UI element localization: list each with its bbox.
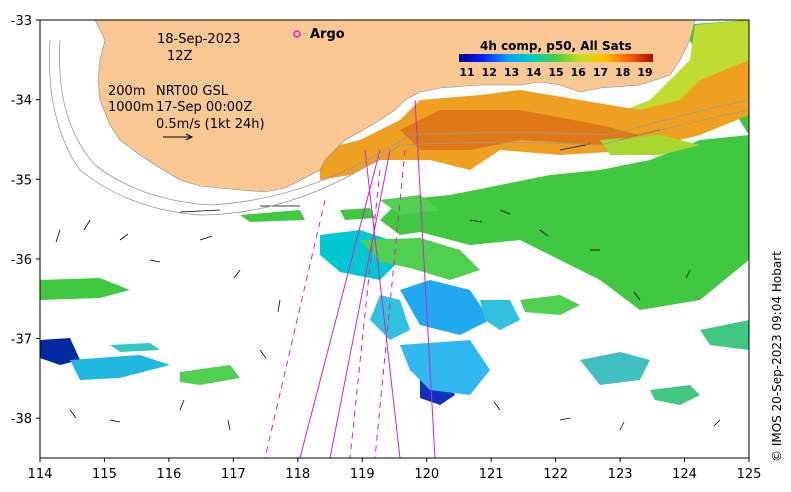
colorbar-ticks: 11 12 13 14 15 16 17 18 19 [459, 66, 652, 79]
y-axis: -33 -34 -35 -36 -37 -38 [11, 14, 40, 427]
plot-frame [39, 19, 750, 459]
scale-arrow [163, 133, 194, 141]
colorbar-tick-label: 12 [482, 66, 497, 79]
x-tick-label: 117 [221, 467, 246, 482]
x-tick-label: 121 [479, 467, 504, 482]
x-tick-label: 120 [414, 467, 439, 482]
depth-200-label: 200m [108, 84, 145, 99]
x-axis: 114 115 116 117 118 119 120 121 122 123 124 125 [28, 458, 762, 482]
colorbar-tick-label: 18 [615, 66, 630, 79]
x-tick-label: 114 [28, 467, 53, 482]
y-tick-label: -38 [11, 412, 32, 427]
colorbar-tick-label: 11 [459, 66, 474, 79]
x-tick-label: 119 [350, 467, 375, 482]
current-date-label: 17-Sep 00:00Z [156, 100, 252, 115]
y-tick-label: -35 [11, 173, 32, 188]
x-tick-label: 115 [92, 467, 117, 482]
depth-1000-label: 1000m [108, 100, 154, 115]
argo-label: Argo [310, 27, 345, 42]
x-tick-label: 123 [608, 467, 633, 482]
colorbar-title: 4h comp, p50, All Sats [480, 39, 632, 53]
colorbar-tick-label: 17 [593, 66, 608, 79]
current-source-label: NRT00 GSL [156, 84, 229, 99]
colorbar: 4h comp, p50, All Sats 11 12 13 14 15 16 17 18 1… [459, 39, 653, 79]
land-australia [94, 20, 696, 193]
argo-tracks [264, 99, 436, 458]
x-tick-label: 124 [672, 467, 697, 482]
x-tick-label: 125 [737, 467, 762, 482]
y-tick-label: -33 [11, 14, 32, 29]
colorbar-tick-label: 16 [571, 66, 587, 79]
bathymetry [49, 39, 749, 216]
colorbar-tick-label: 15 [548, 66, 563, 79]
y-tick-label: -36 [11, 253, 32, 268]
argo-marker-icon [293, 30, 301, 38]
x-tick-label: 118 [285, 467, 310, 482]
sst-patches [40, 20, 749, 405]
date-label: 18-Sep-2023 [157, 32, 241, 47]
colorbar-tick-label: 13 [504, 66, 519, 79]
scale-label: 0.5m/s (1kt 24h) [156, 117, 265, 132]
credit-label: © IMOS 20-Sep-2023 09:04 Hobart [770, 251, 784, 462]
x-tick-label: 116 [156, 467, 181, 482]
plot-area [40, 20, 749, 458]
colorbar-gradient [459, 54, 653, 62]
x-tick-label: 122 [543, 467, 568, 482]
y-tick-label: -34 [11, 94, 32, 109]
time-label: 12Z [167, 49, 193, 64]
y-tick-label: -37 [11, 333, 32, 348]
colorbar-tick-label: 19 [637, 66, 652, 79]
colorbar-tick-label: 14 [526, 66, 542, 79]
